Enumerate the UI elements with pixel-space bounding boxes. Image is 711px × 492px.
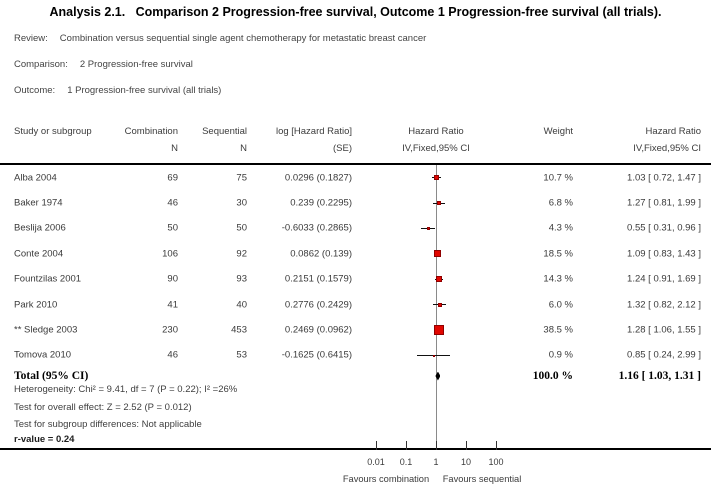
tick-label-1: 1 [433,457,439,467]
heterogeneity-line: Heterogeneity: Chi² = 9.41, df = 7 (P = … [14,384,238,395]
combination-n: 90 [167,273,178,285]
sequential-n: 75 [236,172,247,184]
r-value-line: r-value = 0.24 [14,434,75,445]
sequential-n: 50 [236,222,247,234]
weight-value: 18.5 % [543,248,573,260]
review-value: Combination versus sequential single age… [59,33,427,44]
table-row: ** Sledge 2003 230 453 0.2469 (0.0962) 3… [0,317,711,342]
loghr-se: 0.0296 (0.1827) [284,172,352,184]
table-row: Conte 2004 106 92 0.0862 (0.139) 18.5 % … [0,241,711,266]
header-sequential-n: N [240,143,247,154]
combination-n: 50 [167,222,178,234]
tick-label-0.01: 0.01 [367,457,385,467]
header-row-2: N N (SE) IV,Fixed,95% CI IV,Fixed,95% CI [0,143,711,157]
hr-ci-text: 1.28 [ 1.06, 1.55 ] [627,324,701,336]
total-label: Total (95% CI) [14,370,89,382]
table-row: Fountzilas 2001 90 93 0.2151 (0.1579) 14… [0,267,711,292]
comparison-line: Comparison: 2 Progression-free survival [14,59,193,70]
subgroup-diff-line: Test for subgroup differences: Not appli… [14,419,202,430]
sequential-n: 53 [236,349,247,361]
tick-label-10: 10 [460,457,472,467]
header-row-1: Study or subgroup Combination Sequential… [0,126,711,140]
table-row: Park 2010 41 40 0.2776 (0.2429) 6.0 % 1.… [0,292,711,317]
loghr-se: 0.239 (0.2295) [290,197,352,209]
combination-n: 69 [167,172,178,184]
overall-effect-line: Test for overall effect: Z = 2.52 (P = 0… [14,402,192,413]
hr-ci-text: 0.85 [ 0.24, 2.99 ] [627,349,701,361]
study-name: Park 2010 [14,299,58,311]
sequential-n: 93 [236,273,247,285]
total-row: Total (95% CI) 100.0 % 1.16 [ 1.03, 1.31… [0,364,711,388]
study-rows: Alba 2004 69 75 0.0296 (0.1827) 10.7 % 1… [0,165,711,368]
total-weight: 100.0 % [532,370,573,382]
favours-sequential-label: Favours sequential [442,474,522,484]
header-method-plot: IV,Fixed,95% CI [402,143,470,154]
hr-ci-text: 0.55 [ 0.31, 0.96 ] [627,222,701,234]
header-combination-n: N [171,143,178,154]
loghr-se: 0.2469 (0.0962) [284,324,352,336]
study-name: Conte 2004 [14,248,64,260]
weight-value: 14.3 % [543,273,573,285]
header-combination: Combination [124,126,178,137]
weight-value: 38.5 % [543,324,573,336]
bottom-axis-line [0,448,711,450]
study-name: ** Sledge 2003 [14,324,78,336]
header-hazard-ratio-text: Hazard Ratio [645,126,701,137]
sequential-n: 453 [231,324,247,336]
weight-value: 6.0 % [548,299,573,311]
outcome-line: Outcome: 1 Progression-free survival (all… [14,85,221,96]
weight-value: 10.7 % [543,172,573,184]
hr-ci-text: 1.27 [ 0.81, 1.99 ] [627,197,701,209]
table-row: Alba 2004 69 75 0.0296 (0.1827) 10.7 % 1… [0,165,711,190]
combination-n: 46 [167,349,178,361]
table-row: Beslija 2006 50 50 -0.6033 (0.2865) 4.3 … [0,216,711,241]
study-name: Alba 2004 [14,172,57,184]
header-loghr: log [Hazard Ratio] [275,126,352,137]
total-ci-text: 1.16 [ 1.03, 1.31 ] [618,370,701,382]
table-row: Tomova 2010 46 53 -0.1625 (0.6415) 0.9 %… [0,343,711,368]
outcome-label: Outcome: [14,85,56,96]
loghr-se: 0.0862 (0.139) [290,248,352,260]
outcome-value: 1 Progression-free survival (all trials) [67,85,222,96]
header-se: (SE) [333,143,352,154]
analysis-title: Analysis 2.1. Comparison 2 Progression-f… [49,5,662,19]
combination-n: 230 [162,324,178,336]
sequential-n: 30 [236,197,247,209]
study-name: Fountzilas 2001 [14,273,82,285]
hr-ci-text: 1.32 [ 0.82, 2.12 ] [627,299,701,311]
header-study: Study or subgroup [14,126,92,137]
sequential-n: 40 [236,299,247,311]
review-line: Review: Combination versus sequential sin… [14,33,426,44]
sequential-n: 92 [236,248,247,260]
favours-combination-label: Favours combination [342,474,430,484]
study-name: Baker 1974 [14,197,63,209]
weight-value: 0.9 % [548,349,573,361]
header-sequential: Sequential [202,126,247,137]
header-divider [0,163,711,165]
review-label: Review: [14,33,48,44]
tick-label-100: 100 [488,457,504,467]
loghr-se: -0.1625 (0.6415) [281,349,352,361]
header-method-text: IV,Fixed,95% CI [633,143,701,154]
weight-value: 6.8 % [548,197,573,209]
hr-ci-text: 1.09 [ 0.83, 1.43 ] [627,248,701,260]
hr-ci-text: 1.03 [ 0.72, 1.47 ] [627,172,701,184]
study-name: Beslija 2006 [14,222,66,234]
loghr-se: -0.6033 (0.2865) [281,222,352,234]
combination-n: 46 [167,197,178,209]
header-hazard-ratio-plot: Hazard Ratio [408,126,464,137]
table-row: Baker 1974 46 30 0.239 (0.2295) 6.8 % 1.… [0,190,711,215]
loghr-se: 0.2776 (0.2429) [284,299,352,311]
study-name: Tomova 2010 [14,349,72,361]
loghr-se: 0.2151 (0.1579) [284,273,352,285]
combination-n: 41 [167,299,178,311]
weight-value: 4.3 % [548,222,573,234]
comparison-label: Comparison: [14,59,68,70]
header-weight: Weight [543,126,573,137]
hr-ci-text: 1.24 [ 0.91, 1.69 ] [627,273,701,285]
comparison-value: 2 Progression-free survival [79,59,193,70]
combination-n: 106 [162,248,178,260]
tick-label-0.1: 0.1 [399,457,413,467]
